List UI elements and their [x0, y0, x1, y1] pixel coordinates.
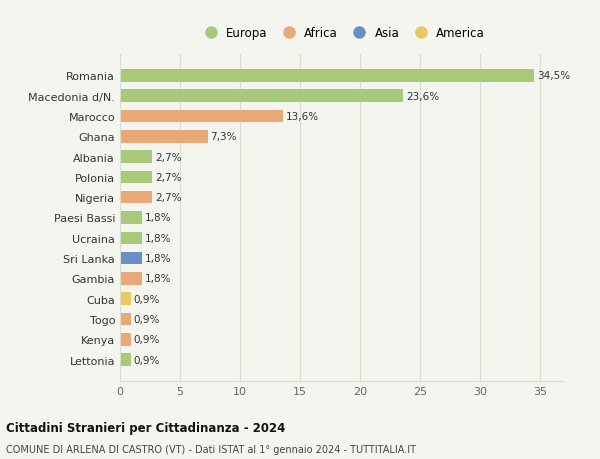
Bar: [120, 111, 283, 123]
Text: 34,5%: 34,5%: [537, 71, 570, 81]
Bar: [120, 252, 142, 265]
Bar: [120, 293, 131, 305]
Text: 7,3%: 7,3%: [211, 132, 237, 142]
Bar: [120, 273, 142, 285]
Bar: [120, 70, 534, 83]
Bar: [120, 212, 142, 224]
Text: 2,7%: 2,7%: [155, 193, 182, 203]
Legend: Europa, Africa, Asia, America: Europa, Africa, Asia, America: [194, 22, 490, 44]
Bar: [120, 171, 152, 184]
Text: 0,9%: 0,9%: [134, 314, 160, 325]
Bar: [120, 151, 152, 163]
Text: 2,7%: 2,7%: [155, 173, 182, 183]
Bar: [120, 131, 208, 143]
Bar: [120, 313, 131, 325]
Bar: [120, 353, 131, 366]
Text: 2,7%: 2,7%: [155, 152, 182, 162]
Text: 0,9%: 0,9%: [134, 335, 160, 345]
Bar: [120, 191, 152, 204]
Bar: [120, 90, 403, 103]
Text: 13,6%: 13,6%: [286, 112, 319, 122]
Text: 0,9%: 0,9%: [134, 355, 160, 365]
Text: 1,8%: 1,8%: [145, 233, 171, 243]
Text: 1,8%: 1,8%: [145, 253, 171, 263]
Text: 1,8%: 1,8%: [145, 213, 171, 223]
Text: 23,6%: 23,6%: [406, 91, 439, 101]
Text: 0,9%: 0,9%: [134, 294, 160, 304]
Text: 1,8%: 1,8%: [145, 274, 171, 284]
Bar: [120, 333, 131, 346]
Bar: [120, 232, 142, 245]
Text: Cittadini Stranieri per Cittadinanza - 2024: Cittadini Stranieri per Cittadinanza - 2…: [6, 421, 286, 434]
Text: COMUNE DI ARLENA DI CASTRO (VT) - Dati ISTAT al 1° gennaio 2024 - TUTTITALIA.IT: COMUNE DI ARLENA DI CASTRO (VT) - Dati I…: [6, 444, 416, 454]
